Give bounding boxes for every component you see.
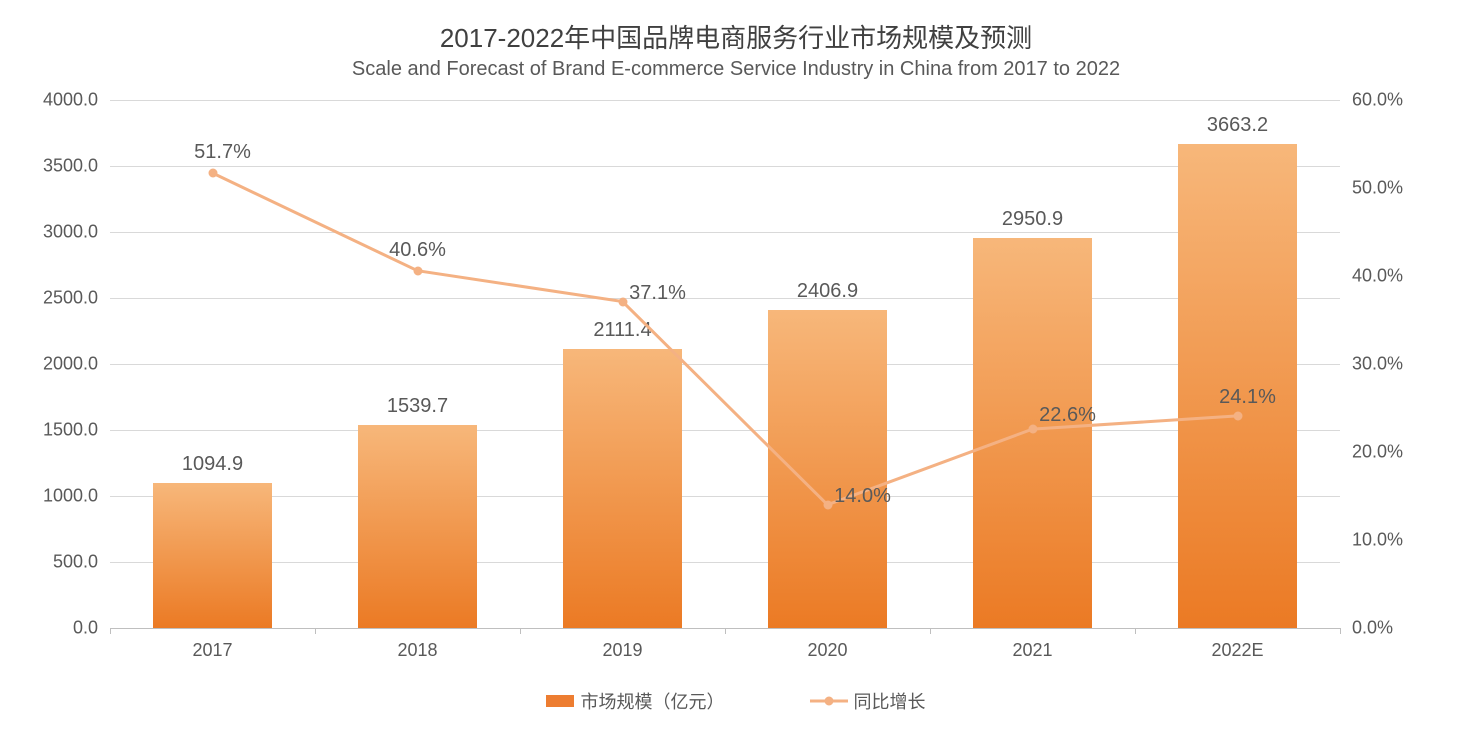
- legend: 市场规模（亿元） 同比增长: [0, 688, 1472, 714]
- x-axis-labels: 2017 2018 2019 2020 2021 2022E: [110, 640, 1340, 670]
- line-value-label: 40.6%: [389, 239, 446, 262]
- legend-swatch-bar: [546, 695, 574, 707]
- y-left-tick-label: 4000.0: [43, 90, 98, 111]
- chart-container: 2017-2022年中国品牌电商服务行业市场规模及预测 Scale and Fo…: [0, 0, 1472, 730]
- y-right-tick-label: 30.0%: [1352, 354, 1403, 375]
- y-right-tick-label: 60.0%: [1352, 90, 1403, 111]
- legend-item-line: 同比增长: [810, 688, 926, 714]
- x-tick: [520, 628, 521, 634]
- y-axis-left: 0.0500.01000.01500.02000.02500.03000.035…: [0, 100, 98, 628]
- y-left-tick-label: 0.0: [73, 618, 98, 639]
- y-left-tick-label: 3500.0: [43, 156, 98, 177]
- y-axis-right: 0.0%10.0%20.0%30.0%40.0%50.0%60.0%: [1352, 100, 1472, 628]
- x-category-label: 2020: [807, 640, 847, 661]
- line-value-label: 24.1%: [1219, 386, 1276, 409]
- line-marker: [1233, 411, 1242, 420]
- y-right-tick-label: 0.0%: [1352, 618, 1393, 639]
- y-left-tick-label: 1000.0: [43, 486, 98, 507]
- y-left-tick-label: 1500.0: [43, 420, 98, 441]
- x-tick: [725, 628, 726, 634]
- x-category-label: 2019: [602, 640, 642, 661]
- x-category-label: 2017: [192, 640, 232, 661]
- line-value-label: 14.0%: [834, 485, 891, 508]
- line-marker: [413, 266, 422, 275]
- x-tick: [315, 628, 316, 634]
- legend-label-bar: 市场规模（亿元）: [580, 688, 724, 714]
- line-value-label: 22.6%: [1039, 404, 1096, 427]
- line-marker: [208, 169, 217, 178]
- chart-title-sub: Scale and Forecast of Brand E-commerce S…: [0, 58, 1472, 81]
- x-tick: [1340, 628, 1341, 634]
- y-right-tick-label: 20.0%: [1352, 442, 1403, 463]
- y-left-tick-label: 2000.0: [43, 354, 98, 375]
- y-left-tick-label: 2500.0: [43, 288, 98, 309]
- y-left-tick-label: 500.0: [53, 552, 98, 573]
- line-marker: [1028, 425, 1037, 434]
- y-right-tick-label: 50.0%: [1352, 178, 1403, 199]
- x-tick: [110, 628, 111, 634]
- line-value-label: 51.7%: [194, 141, 251, 164]
- x-tick: [1135, 628, 1136, 634]
- y-right-tick-label: 40.0%: [1352, 266, 1403, 287]
- line-marker: [823, 500, 832, 509]
- legend-item-bar: 市场规模（亿元）: [546, 688, 724, 714]
- plot-area: 1094.91539.72111.42406.92950.93663.251.7…: [110, 100, 1340, 628]
- x-tick: [930, 628, 931, 634]
- y-left-tick-label: 3000.0: [43, 222, 98, 243]
- line-marker: [618, 297, 627, 306]
- line-value-label: 37.1%: [629, 282, 686, 305]
- y-right-tick-label: 10.0%: [1352, 530, 1403, 551]
- x-category-label: 2018: [397, 640, 437, 661]
- line-series: [110, 100, 1340, 628]
- chart-title-main: 2017-2022年中国品牌电商服务行业市场规模及预测: [0, 18, 1472, 55]
- legend-label-line: 同比增长: [854, 688, 926, 714]
- x-category-label: 2022E: [1211, 640, 1263, 661]
- legend-swatch-line: [810, 695, 848, 707]
- x-category-label: 2021: [1012, 640, 1052, 661]
